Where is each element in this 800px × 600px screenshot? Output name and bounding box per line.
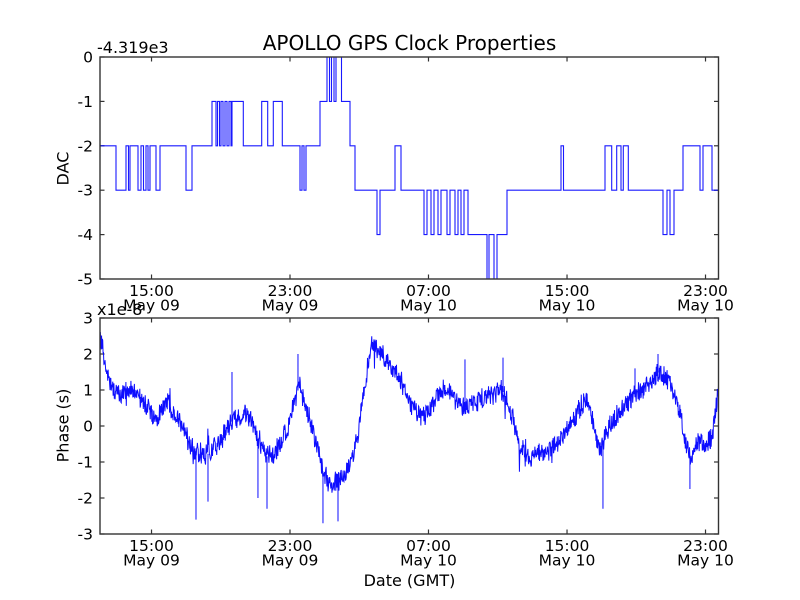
x-tick-time-label: 15:00 <box>545 282 590 300</box>
x-tick-date-label: May 10 <box>539 297 596 315</box>
x-tick-time-label: 23:00 <box>683 282 728 300</box>
x-tick-date-label: May 10 <box>400 552 457 570</box>
x-tick-time-label: 23:00 <box>268 537 313 555</box>
chart-title: APOLLO GPS Clock Properties <box>262 31 557 55</box>
x-tick-time-label: 23:00 <box>268 282 313 300</box>
y-tick-label: 3 <box>83 310 93 328</box>
y-tick-label: 0 <box>83 49 93 67</box>
x-tick-date-label: May 09 <box>123 552 180 570</box>
y-tick-label: -4 <box>78 226 93 244</box>
dac-y-axis-label: DAC <box>53 151 73 186</box>
y-tick-label: -2 <box>78 137 93 155</box>
y-tick-label: 0 <box>83 418 93 436</box>
dac-series-line <box>100 56 719 280</box>
x-tick-date-label: May 10 <box>677 552 734 570</box>
x-axis-label: Date (GMT) <box>363 571 456 590</box>
x-tick-date-label: May 09 <box>262 552 319 570</box>
axes-frame <box>99 317 720 535</box>
y-tick-label: 2 <box>83 346 93 364</box>
x-tick-time-label: 23:00 <box>683 537 728 555</box>
y-tick-label: -3 <box>78 526 93 544</box>
x-tick-date-label: May 09 <box>262 297 319 315</box>
x-tick-date-label: May 09 <box>123 297 180 315</box>
y-tick-label: 1 <box>83 382 93 400</box>
x-tick-time-label: 07:00 <box>406 537 451 555</box>
phase-series-line <box>99 332 719 524</box>
phase-axis-offset-label: x1e-8 <box>97 300 143 319</box>
x-tick-date-label: May 10 <box>677 297 734 315</box>
dac-axis-offset-label: -4.319e3 <box>97 38 169 57</box>
x-tick-time-label: 15:00 <box>545 537 590 555</box>
x-tick-time-label: 07:00 <box>406 282 451 300</box>
y-tick-label: -1 <box>78 454 93 472</box>
y-tick-label: -5 <box>78 271 93 289</box>
x-tick-time-label: 15:00 <box>129 282 174 300</box>
y-tick-label: -1 <box>78 93 93 111</box>
y-tick-label: -3 <box>78 182 93 200</box>
axes-frame <box>99 56 720 280</box>
x-tick-date-label: May 10 <box>539 552 596 570</box>
y-tick-label: -2 <box>78 490 93 508</box>
phase-y-axis-label: Phase (s) <box>53 388 73 463</box>
x-tick-time-label: 15:00 <box>129 537 174 555</box>
x-tick-date-label: May 10 <box>400 297 457 315</box>
